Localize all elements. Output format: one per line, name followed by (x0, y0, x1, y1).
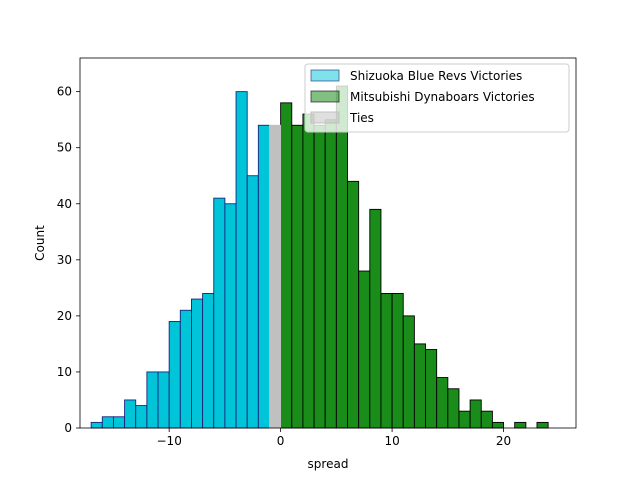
bar-dynaboars (491, 421, 505, 429)
legend-label-dynaboars: Mitsubishi Dynaboars Victories (350, 90, 535, 104)
bar-blue-revs (112, 416, 126, 429)
bar-blue-revs (213, 197, 226, 429)
bar-dynaboars (324, 119, 337, 429)
x-tick-label: 10 (384, 434, 399, 448)
legend: Shizuoka Blue Revs Victories Mitsubishi … (304, 63, 570, 133)
bar-blue-revs (246, 175, 259, 429)
bars-layer (90, 85, 549, 429)
bar-blue-revs (135, 405, 148, 429)
bar-dynaboars (469, 399, 482, 429)
bar-blue-revs (179, 309, 192, 429)
bar-dynaboars (436, 377, 449, 429)
bar-blue-revs (191, 298, 204, 429)
bar-dynaboars (369, 208, 382, 429)
x-tick-label: 0 (277, 434, 285, 448)
bar-blue-revs (235, 91, 248, 429)
bar-dynaboars (458, 410, 471, 429)
bar-blue-revs (257, 124, 270, 429)
bar-dynaboars (480, 410, 493, 429)
bar-dynaboars (313, 124, 326, 429)
bar-dynaboars (391, 293, 404, 429)
legend-swatch-ties (310, 111, 340, 124)
bar-blue-revs (124, 399, 137, 429)
bar-dynaboars (425, 349, 438, 429)
bar-blue-revs (146, 371, 159, 429)
legend-label-ties: Ties (349, 111, 374, 125)
bar-ties (269, 124, 282, 429)
legend-swatch-dynaboars (310, 90, 340, 103)
bar-blue-revs (202, 293, 215, 429)
bar-dynaboars (380, 293, 393, 429)
y-tick-label: 60 (57, 85, 72, 99)
x-tick-label: 20 (496, 434, 511, 448)
bar-blue-revs (101, 416, 114, 429)
bar-blue-revs (157, 371, 170, 429)
bar-blue-revs (224, 203, 237, 429)
bar-dynaboars (447, 388, 460, 429)
y-tick-label: 0 (64, 421, 72, 435)
bar-dynaboars (280, 102, 293, 429)
x-tick-label: −10 (157, 434, 182, 448)
bar-dynaboars (291, 124, 304, 429)
x-axis: −10 0 10 20 (157, 428, 511, 448)
bar-dynaboars (413, 343, 426, 429)
legend-label-blue-revs: Shizuoka Blue Revs Victories (350, 69, 522, 83)
legend-frame (304, 63, 570, 133)
y-tick-label: 50 (57, 141, 72, 155)
bar-dynaboars (347, 180, 360, 429)
legend-swatch-blue-revs (310, 69, 340, 82)
y-tick-label: 10 (57, 365, 72, 379)
bar-blue-revs (90, 421, 103, 429)
bar-dynaboars (335, 85, 348, 429)
y-tick-label: 30 (57, 253, 72, 267)
y-tick-label: 20 (57, 309, 72, 323)
bar-dynaboars (358, 270, 371, 429)
bar-dynaboars (402, 315, 415, 429)
x-axis-label: spread (308, 457, 349, 471)
plot-frame (79, 57, 577, 429)
bar-dynaboars (536, 421, 549, 429)
y-axis-label: Count (33, 225, 47, 261)
bar-blue-revs (168, 321, 181, 429)
y-axis: 0 10 20 30 40 50 60 (57, 85, 80, 435)
bar-dynaboars (514, 421, 527, 429)
bar-dynaboars (302, 113, 315, 429)
y-tick-label: 40 (57, 197, 72, 211)
